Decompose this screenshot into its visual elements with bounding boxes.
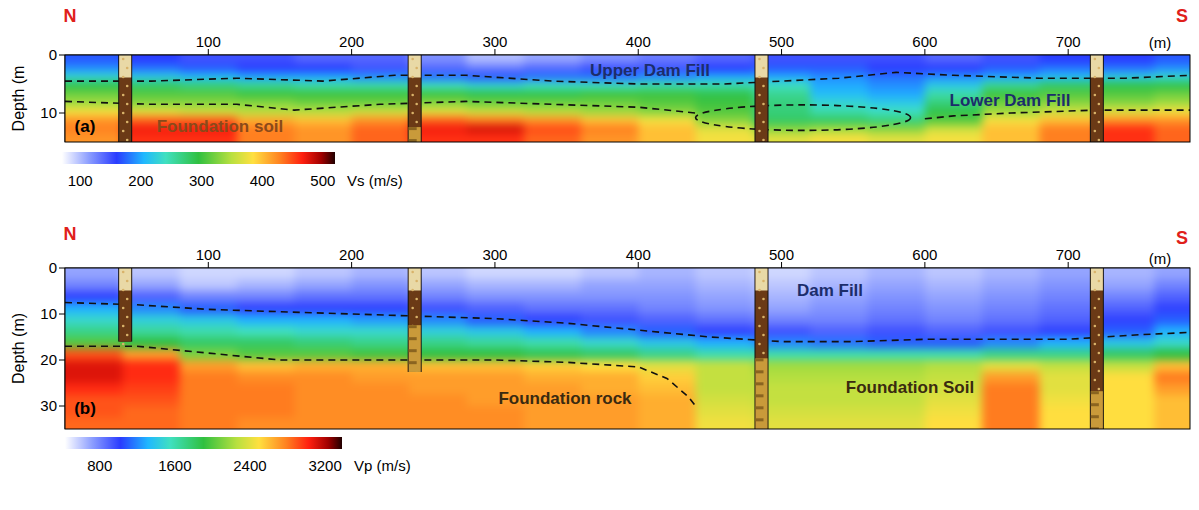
svg-text:N: N xyxy=(64,224,77,244)
svg-text:Vp (m/s): Vp (m/s) xyxy=(354,457,411,474)
svg-text:700: 700 xyxy=(1056,246,1081,263)
svg-text:400: 400 xyxy=(250,172,275,189)
svg-text:1600: 1600 xyxy=(158,457,191,474)
svg-text:(m): (m) xyxy=(1149,250,1172,267)
svg-text:Upper Dam Fill: Upper Dam Fill xyxy=(590,61,710,80)
svg-text:100: 100 xyxy=(196,246,221,263)
svg-text:Depth (m: Depth (m xyxy=(10,66,27,132)
svg-text:Foundation Soil: Foundation Soil xyxy=(846,378,974,397)
svg-text:(m): (m) xyxy=(1149,34,1172,51)
svg-text:20: 20 xyxy=(40,351,57,368)
svg-text:N: N xyxy=(64,6,77,26)
svg-text:(a): (a) xyxy=(75,117,96,136)
svg-text:400: 400 xyxy=(626,246,651,263)
svg-text:100: 100 xyxy=(196,33,221,50)
svg-text:500: 500 xyxy=(769,246,794,263)
svg-text:Depth (m): Depth (m) xyxy=(10,313,27,384)
svg-text:600: 600 xyxy=(912,33,937,50)
svg-text:200: 200 xyxy=(128,172,153,189)
svg-text:30: 30 xyxy=(40,397,57,414)
svg-text:400: 400 xyxy=(626,33,651,50)
svg-text:Dam Fill: Dam Fill xyxy=(797,281,863,300)
svg-text:300: 300 xyxy=(482,246,507,263)
svg-text:0: 0 xyxy=(49,46,57,63)
svg-text:S: S xyxy=(1176,228,1188,248)
svg-text:Foundation soil: Foundation soil xyxy=(157,117,284,136)
svg-text:300: 300 xyxy=(482,33,507,50)
svg-text:800: 800 xyxy=(87,457,112,474)
svg-text:Foundation rock: Foundation rock xyxy=(498,389,632,408)
svg-text:500: 500 xyxy=(310,172,335,189)
svg-text:S: S xyxy=(1176,6,1188,26)
svg-text:3200: 3200 xyxy=(308,457,341,474)
svg-text:10: 10 xyxy=(40,104,57,121)
svg-text:200: 200 xyxy=(339,33,364,50)
svg-text:2400: 2400 xyxy=(233,457,266,474)
svg-text:0: 0 xyxy=(49,259,57,276)
svg-text:600: 600 xyxy=(912,246,937,263)
svg-text:200: 200 xyxy=(339,246,364,263)
svg-text:Lower Dam Fill: Lower Dam Fill xyxy=(950,91,1071,110)
svg-text:Vs (m/s): Vs (m/s) xyxy=(347,172,403,189)
svg-text:10: 10 xyxy=(40,305,57,322)
svg-text:700: 700 xyxy=(1056,33,1081,50)
svg-text:(b): (b) xyxy=(74,399,96,418)
svg-text:100: 100 xyxy=(68,172,93,189)
svg-text:300: 300 xyxy=(189,172,214,189)
svg-text:500: 500 xyxy=(769,33,794,50)
